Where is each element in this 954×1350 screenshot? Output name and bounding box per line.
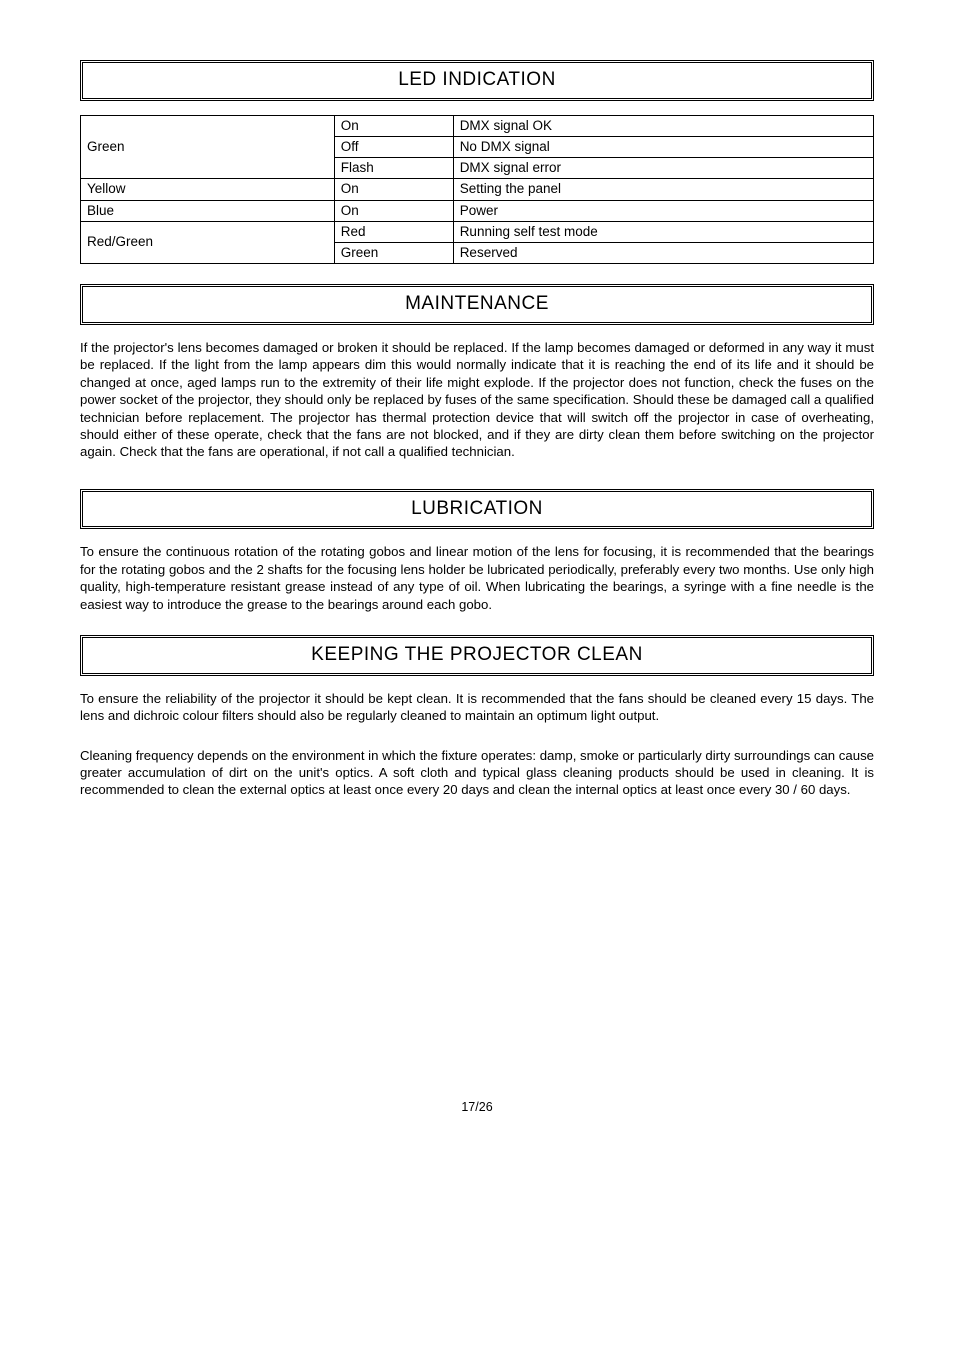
cell-desc: Running self test mode [453,221,873,242]
section-title: LUBRICATION [411,498,543,519]
section-title: LED INDICATION [398,69,556,90]
led-indication-table: Green On DMX signal OK Off No DMX signal… [80,115,874,265]
cell-desc: DMX signal OK [453,115,873,136]
cell-state: Green [334,242,453,263]
cell-color: Blue [81,200,335,221]
cell-state: On [334,200,453,221]
cell-color: Yellow [81,179,335,200]
cell-color: Green [81,115,335,179]
cell-desc: DMX signal error [453,158,873,179]
cell-desc: Power [453,200,873,221]
cell-state: Flash [334,158,453,179]
table-row: Yellow On Setting the panel [81,179,874,200]
table-row: Blue On Power [81,200,874,221]
table-row: Green On DMX signal OK [81,115,874,136]
cell-state: Red [334,221,453,242]
section-header-lubrication: LUBRICATION [80,489,874,530]
maintenance-body: If the projector's lens becomes damaged … [80,339,874,461]
lubrication-body: To ensure the continuous rotation of the… [80,543,874,613]
cell-state: On [334,179,453,200]
section-header-led: LED INDICATION [80,60,874,101]
section-title: KEEPING THE PROJECTOR CLEAN [311,644,643,665]
cell-state: On [334,115,453,136]
page-number: 17/26 [80,1099,874,1116]
cell-state: Off [334,136,453,157]
cell-desc: Reserved [453,242,873,263]
section-title: MAINTENANCE [405,293,549,314]
cell-desc: Setting the panel [453,179,873,200]
section-header-maintenance: MAINTENANCE [80,284,874,325]
table-row: Red/Green Red Running self test mode [81,221,874,242]
cell-color: Red/Green [81,221,335,263]
cell-desc: No DMX signal [453,136,873,157]
section-header-keeping-clean: KEEPING THE PROJECTOR CLEAN [80,635,874,676]
keeping-clean-body-2: Cleaning frequency depends on the enviro… [80,747,874,799]
keeping-clean-body-1: To ensure the reliability of the project… [80,690,874,725]
